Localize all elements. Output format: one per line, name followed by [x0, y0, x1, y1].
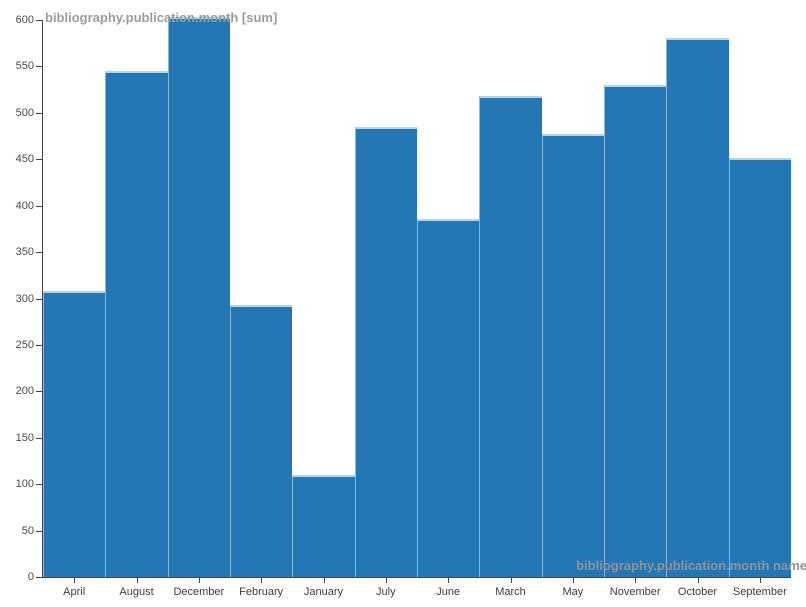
x-tick: [385, 578, 387, 583]
y-tick: [36, 530, 42, 532]
bar-february[interactable]: [230, 304, 293, 577]
y-tick: [36, 20, 42, 21]
bar-april[interactable]: [43, 291, 106, 577]
y-tick-label: 550: [15, 60, 34, 73]
x-tick-label: May: [562, 586, 584, 598]
y-tick-label: 0: [27, 571, 34, 583]
y-tick: [36, 391, 42, 393]
x-tick: [448, 578, 450, 583]
x-tick: [74, 578, 76, 583]
x-tick-label: March: [495, 586, 526, 598]
x-tick-label: September: [732, 586, 787, 598]
y-tick: [36, 484, 42, 486]
x-tick-label: February: [239, 586, 284, 598]
y-tick: [36, 205, 42, 207]
y-tick: [36, 577, 42, 578]
x-tick: [136, 578, 138, 583]
y-tick-label: 600: [15, 14, 34, 26]
y-tick-label: 350: [15, 246, 34, 259]
y-tick-label: 50: [21, 524, 34, 537]
x-tick: [261, 578, 263, 583]
x-tick: [510, 578, 512, 583]
bar-june[interactable]: [417, 218, 480, 577]
x-tick: [572, 578, 574, 583]
x-tick: [635, 578, 637, 583]
y-tick-label: 150: [15, 431, 34, 444]
bar-may[interactable]: [541, 134, 604, 577]
x-tick-label: January: [303, 586, 344, 598]
bar-december[interactable]: [167, 17, 230, 577]
x-tick: [759, 578, 761, 583]
x-tick-label: October: [677, 586, 718, 598]
x-tick-label: July: [376, 586, 396, 598]
y-tick-label: 400: [15, 199, 34, 212]
y-tick: [36, 159, 42, 161]
y-tick: [36, 66, 42, 68]
y-axis-line: [42, 20, 43, 577]
bar-august[interactable]: [105, 71, 168, 577]
bar-november[interactable]: [604, 84, 667, 577]
y-tick-label: 500: [15, 106, 34, 119]
x-tick-label: April: [63, 586, 86, 598]
y-tick-label: 450: [15, 153, 34, 166]
y-tick-label: 300: [15, 292, 34, 305]
bar-january[interactable]: [292, 474, 355, 577]
x-tick-label: August: [119, 586, 154, 598]
x-tick: [323, 578, 325, 583]
x-tick-label: December: [173, 586, 225, 598]
x-axis-line: [42, 577, 791, 578]
x-tick: [198, 578, 200, 583]
y-tick-label: 200: [15, 385, 34, 398]
bar-march[interactable]: [479, 96, 542, 577]
chart-title: bibliography.publication.month [sum]: [45, 10, 278, 25]
bar-july[interactable]: [354, 126, 417, 577]
bar-october[interactable]: [666, 37, 729, 577]
y-tick-label: 100: [15, 478, 34, 491]
y-tick-label: 250: [15, 338, 34, 351]
x-axis-title: bibliography.publication.month name: [576, 558, 806, 573]
y-tick: [36, 344, 42, 346]
y-tick: [36, 112, 42, 114]
y-tick: [36, 298, 42, 300]
x-tick-label: June: [436, 586, 461, 598]
bar-september[interactable]: [728, 158, 791, 577]
y-tick: [36, 252, 42, 254]
x-tick-label: November: [609, 586, 661, 598]
x-tick: [697, 578, 699, 583]
y-tick: [36, 437, 42, 439]
